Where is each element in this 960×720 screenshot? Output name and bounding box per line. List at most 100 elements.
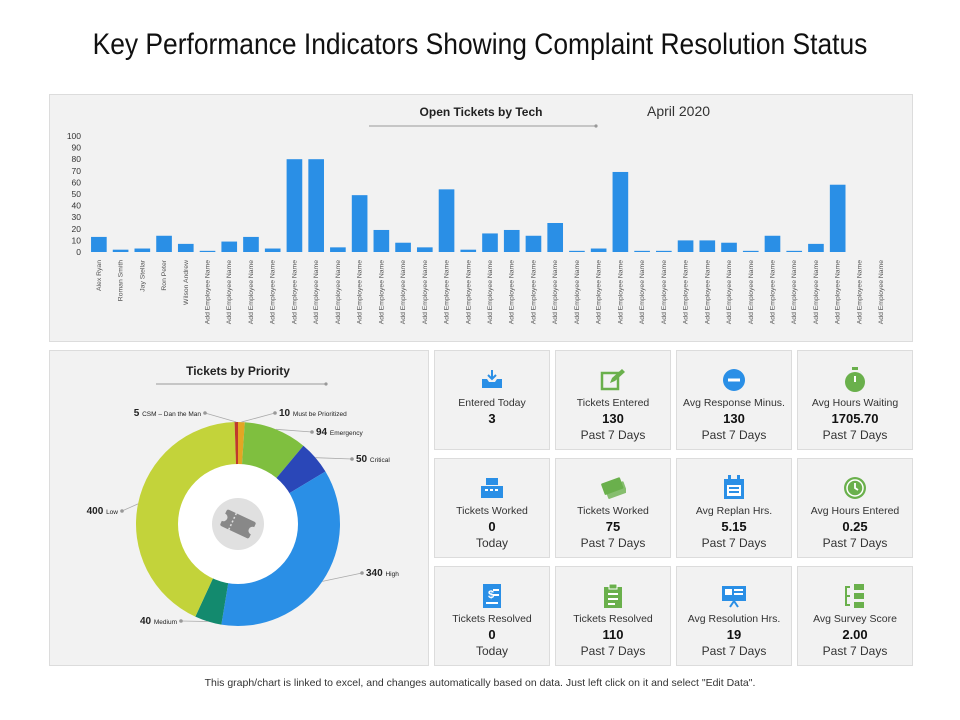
kpi-card[interactable]: Tickets Worked 0 Today [434, 458, 550, 558]
kpi-label: Avg Response Minus. [683, 397, 785, 409]
bar[interactable] [221, 241, 238, 252]
kpi-card[interactable]: Avg Replan Hrs. 5.15 Past 7 Days [676, 458, 792, 558]
kpi-card[interactable]: Avg Hours Waiting 1705.70 Past 7 Days [797, 350, 913, 450]
pie-data-label: 5 CSM – Dan the Man [134, 408, 202, 419]
x-tick-label: Add Employee Name [596, 260, 603, 324]
flow-diagram-icon [798, 579, 912, 613]
bar[interactable] [134, 248, 151, 252]
kpi-label: Avg Survey Score [813, 613, 897, 625]
bar[interactable] [199, 250, 216, 252]
pie-value: 50 [356, 454, 370, 465]
bar[interactable] [286, 159, 303, 252]
x-tick-label: Add Employee Name [378, 260, 385, 324]
kpi-value: 5.15 [721, 519, 747, 534]
calendar-icon [677, 471, 791, 505]
kpi-period: Past 7 Days [580, 644, 646, 658]
kpi-card[interactable]: Tickets Resolved 110 Past 7 Days [555, 566, 671, 666]
kpi-card[interactable]: Avg Survey Score 2.00 Past 7 Days [797, 566, 913, 666]
bar[interactable] [612, 171, 629, 252]
pie-data-label: 50 Critical [356, 454, 390, 465]
bar[interactable] [829, 184, 846, 252]
bar[interactable] [438, 189, 455, 252]
kpi-label: Entered Today [458, 397, 526, 409]
bar[interactable] [808, 243, 824, 252]
kpi-value: 0 [488, 627, 496, 642]
bar[interactable] [721, 242, 737, 252]
kpi-card[interactable]: Avg Hours Entered 0.25 Past 7 Days [797, 458, 913, 558]
kpi-label: Avg Hours Waiting [811, 397, 899, 409]
bar[interactable] [156, 235, 172, 252]
pie-leader-line [315, 457, 353, 460]
kpi-value: 0 [488, 519, 496, 534]
pie-leader-line [322, 572, 363, 582]
y-tick-label: 40 [72, 201, 82, 211]
bar[interactable] [699, 240, 716, 252]
bar[interactable] [525, 235, 542, 252]
x-tick-label: Add Employee Name [726, 260, 733, 324]
bar[interactable] [569, 250, 585, 252]
presentation-board-icon [677, 579, 791, 613]
pie-unit: Must be Prioritized [293, 411, 347, 418]
bar[interactable] [503, 229, 520, 252]
bar[interactable] [547, 223, 564, 252]
kpi-card[interactable]: Avg Response Minus. 130 Past 7 Days [676, 350, 792, 450]
bar[interactable] [416, 247, 433, 252]
bar[interactable] [786, 250, 803, 252]
kpi-period: Past 7 Days [822, 644, 888, 658]
y-tick-label: 70 [72, 166, 82, 176]
bar-chart-subtitle: April 2020 [647, 103, 710, 119]
bar[interactable] [264, 248, 281, 252]
bar[interactable] [395, 242, 411, 252]
x-tick-label: Add Employee Name [574, 260, 581, 324]
pie-data-label: 400 Low [87, 506, 119, 517]
bar[interactable] [482, 233, 498, 252]
bar[interactable] [330, 247, 346, 252]
bar[interactable] [351, 195, 368, 252]
kpi-period: Past 7 Days [580, 428, 646, 442]
bar[interactable] [308, 159, 324, 252]
footer-note: This graph/chart is linked to excel, and… [204, 677, 756, 689]
x-tick-label: Add Employee Name [357, 260, 364, 324]
bar[interactable] [656, 250, 672, 252]
x-tick-label: Wilson Andrew [183, 260, 190, 305]
y-tick-label: 50 [72, 189, 82, 199]
x-tick-label: Add Employee Name [617, 260, 624, 324]
svg-text:$: $ [488, 589, 494, 601]
y-tick-label: 60 [72, 177, 82, 187]
kpi-value: 3 [488, 411, 496, 426]
bar[interactable] [677, 240, 694, 252]
y-tick-label: 20 [72, 224, 82, 234]
kpi-period: Past 7 Days [701, 536, 767, 550]
tickets-by-priority-donut: Tickets by Priority 10 Must be Prioritiz… [87, 364, 400, 627]
kpi-card[interactable]: Tickets Worked 75 Past 7 Days [555, 458, 671, 558]
bar[interactable] [177, 243, 194, 252]
bar[interactable] [460, 249, 477, 252]
bar[interactable] [590, 248, 607, 252]
pie-leader-dot [310, 430, 314, 434]
x-tick-label: Add Employee Name [552, 260, 559, 324]
bar[interactable] [243, 236, 259, 252]
x-tick-label: Add Employee Name [422, 260, 429, 324]
pie-data-label: 10 Must be Prioritized [279, 408, 347, 419]
minus-circle-icon [677, 363, 791, 397]
x-tick-label: Add Employee Name [530, 260, 537, 324]
bar[interactable] [112, 249, 129, 252]
kpi-card[interactable]: Entered Today 3 [434, 350, 550, 450]
kpi-period: Today [475, 644, 509, 658]
pie-unit: High [385, 571, 399, 578]
kpi-card[interactable]: Avg Resolution Hrs. 19 Past 7 Days [676, 566, 792, 666]
kpi-label: Tickets Worked [577, 505, 649, 517]
bar[interactable] [373, 229, 390, 252]
x-tick-label: Jay Stellar [139, 259, 146, 291]
kpi-period: Past 7 Days [701, 644, 767, 658]
bar[interactable] [91, 236, 107, 252]
y-tick-label: 90 [72, 143, 82, 153]
bar[interactable] [634, 250, 650, 252]
kpi-card[interactable]: Tickets Entered 130 Past 7 Days [555, 350, 671, 450]
bar[interactable] [764, 235, 781, 252]
bar[interactable] [742, 250, 759, 252]
kpi-value: 0.25 [842, 519, 868, 534]
pie-leader-line [241, 412, 276, 423]
kpi-card[interactable]: $ Tickets Resolved 0 Today [434, 566, 550, 666]
